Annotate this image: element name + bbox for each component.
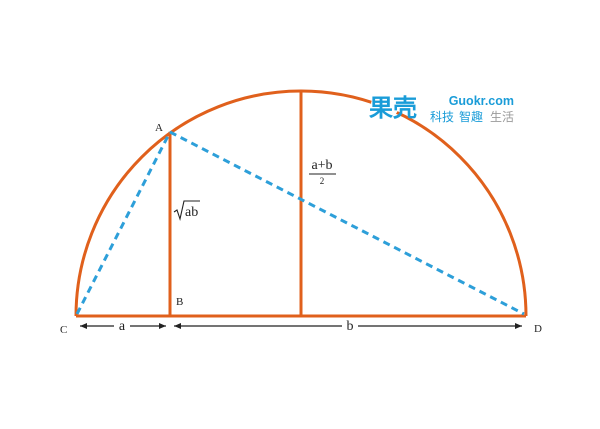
arithmetic-mean-denominator: 2 — [320, 176, 325, 186]
geometric-mean-radicand: ab — [185, 205, 198, 220]
arithmetic-mean-numerator: a+b — [311, 158, 332, 173]
logo-tagline-wit: 智趣 — [459, 109, 483, 124]
segment-b-label: b — [347, 319, 354, 334]
point-label-b: B — [176, 296, 183, 308]
semicircle-figure — [74, 89, 528, 318]
guokr-logo: 果壳 Guokr.com 科技 智趣 生活 — [369, 91, 514, 124]
square-root-icon — [173, 200, 200, 222]
point-label-d: D — [534, 323, 542, 335]
point-label-c: C — [60, 324, 67, 336]
arithmetic-mean-label: a+b 2 — [309, 158, 336, 186]
geometric-mean-label: ab — [173, 200, 200, 222]
logo-mark: 果壳 — [369, 94, 417, 122]
segment-a-label: a — [119, 319, 126, 334]
logo-tagline-science: 科技 — [430, 110, 454, 124]
chord-ad — [169, 130, 525, 316]
point-label-a: A — [155, 122, 163, 134]
logo-domain: Guokr.com — [449, 94, 514, 108]
logo-tagline-life: 生活 — [490, 110, 514, 124]
chord-ca — [75, 131, 172, 315]
guokr-logo-icon: 果壳 — [369, 91, 417, 122]
dashed-chords — [75, 130, 525, 316]
